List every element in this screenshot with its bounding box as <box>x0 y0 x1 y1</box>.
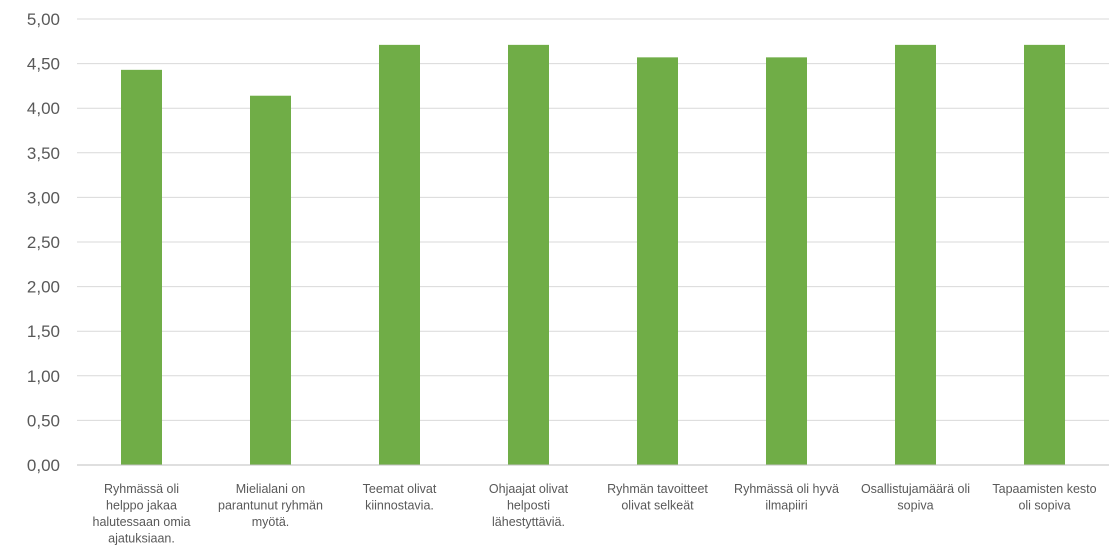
y-tick-label: 5,00 <box>27 10 60 29</box>
y-tick-label: 1,00 <box>27 367 60 386</box>
bar <box>637 57 678 466</box>
y-tick-label: 4,50 <box>27 55 60 74</box>
x-tick-label: Teemat olivat kiinnostavia. <box>363 482 437 513</box>
bar <box>379 44 420 465</box>
bars <box>121 44 1065 466</box>
y-tick-label: 0,00 <box>27 456 60 475</box>
y-tick-label: 4,00 <box>27 99 60 118</box>
y-tick-label: 1,50 <box>27 322 60 341</box>
x-tick-label: Osallistujamäärä oli sopiva <box>861 482 970 513</box>
y-tick-label: 0,50 <box>27 411 60 430</box>
bar <box>250 95 291 465</box>
y-axis-tick-labels: 0,00 0,50 1,00 1,50 2,00 2,50 3,00 3,50 4,00 4,50… <box>27 10 60 475</box>
x-tick-label: Ohjaajat olivat helposti lähestyttäviä. <box>489 482 569 529</box>
bar <box>508 44 549 465</box>
bar <box>895 44 936 465</box>
gridlines <box>77 18 1109 421</box>
x-tick-label: Mielialani on parantunut ryhmän myötä. <box>218 482 323 529</box>
bar <box>766 57 807 466</box>
x-tick-label: Tapaamisten kesto oli sopiva <box>992 482 1096 513</box>
y-tick-label: 3,50 <box>27 144 60 163</box>
x-tick-label: Ryhmän tavoitteet olivat selkeät <box>607 482 708 513</box>
bar <box>121 69 162 466</box>
x-tick-label: Ryhmässä oli helppo jakaa halutessaan omia… <box>93 482 191 546</box>
y-tick-label: 2,00 <box>27 278 60 297</box>
y-tick-label: 3,00 <box>27 188 60 207</box>
y-tick-label: 2,50 <box>27 233 60 252</box>
x-axis-tick-labels: Ryhmässä oli helppo jakaa halutessaan omia… <box>93 482 1097 546</box>
x-tick-label: Ryhmässä oli hyvä ilmapiiri <box>734 482 839 513</box>
bar <box>1024 44 1065 465</box>
